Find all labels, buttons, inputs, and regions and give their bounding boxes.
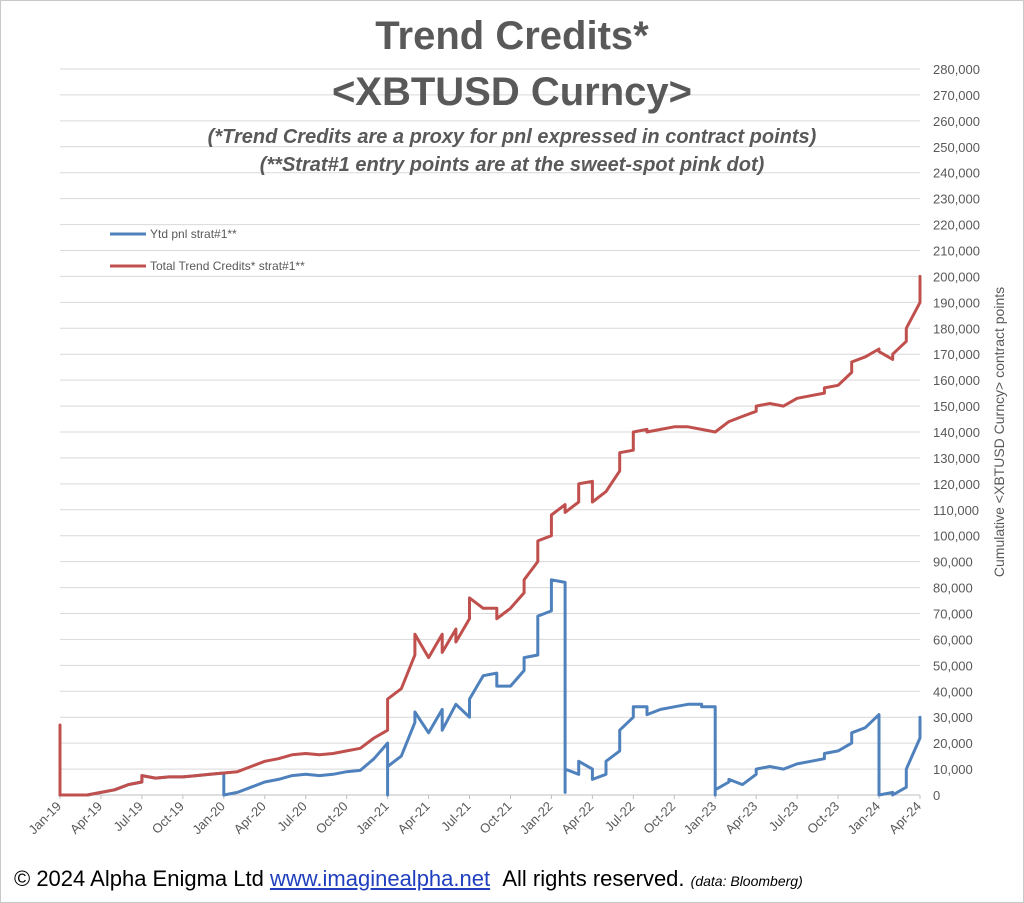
y-tick-label: 210,000: [933, 244, 980, 259]
chart-title-line1: Trend Credits*: [375, 14, 649, 58]
y-tick-label: 200,000: [933, 269, 980, 284]
total-trend-credits-line: [58, 274, 922, 797]
x-tick-label: Apr-22: [558, 799, 596, 837]
y-tick-label: 30,000: [933, 710, 973, 725]
footer-copyright: © 2024 Alpha Enigma Ltd: [14, 866, 264, 891]
y-tick-label: 0: [933, 788, 940, 803]
chart-subtitle-line1: (*Trend Credits are a proxy for pnl expr…: [207, 126, 817, 148]
x-tick-label: Oct-23: [804, 799, 842, 837]
y-tick-label: 50,000: [933, 658, 973, 673]
y-tick-label: 140,000: [933, 425, 980, 440]
chart-title-line2: <XBTUSD Curncy>: [331, 70, 693, 114]
footer-rights: All rights reserved: [502, 866, 679, 891]
y-tick-label: 110,000: [933, 503, 979, 518]
axes: 0 10,000 20,000 30,000 40,000 50,000 60,000 70,…: [25, 62, 980, 837]
x-tick-label: Jan-20: [189, 799, 228, 838]
x-tick-label: Jul-19: [110, 799, 146, 835]
y-tick-label: 260,000: [933, 114, 980, 129]
x-tick-label: Oct-21: [476, 799, 514, 837]
x-tick-label: Oct-19: [149, 799, 187, 837]
y-tick-label: 240,000: [933, 166, 980, 181]
y-tick-label: 220,000: [933, 218, 980, 233]
footer-dot: .: [678, 866, 685, 891]
y-tick-label: 90,000: [933, 555, 973, 570]
y-axis-label: Cumulative <XBTUSD Curncy> contract poin…: [991, 287, 1007, 577]
x-tick-label: Jan-19: [25, 799, 64, 838]
y-tick-label: 170,000: [933, 347, 980, 362]
x-tick-label: Apr-21: [394, 799, 432, 837]
x-tick-label: Jul-21: [438, 799, 474, 835]
y-tick-label: 250,000: [933, 140, 980, 155]
y-tick-label: 190,000: [933, 295, 980, 310]
x-tick-label: Jul-22: [602, 799, 638, 835]
x-tick-label: Apr-20: [231, 799, 269, 837]
y-tick-label: 80,000: [933, 581, 973, 596]
legend: Ytd pnl strat#1** Total Trend Credits* st…: [110, 227, 305, 273]
x-tick-label: Jul-23: [766, 799, 802, 835]
y-tick-label: 60,000: [933, 632, 973, 647]
x-tick-label: Apr-24: [886, 799, 924, 837]
y-tick-label: 100,000: [933, 529, 980, 544]
y-tick-label: 20,000: [933, 736, 973, 751]
legend-label: Total Trend Credits* strat#1**: [150, 259, 305, 273]
y-tick-label: 270,000: [933, 88, 980, 103]
y-tick-label: 130,000: [933, 451, 980, 466]
x-tick-label: Apr-19: [67, 799, 105, 837]
x-tick-label: Apr-23: [722, 799, 760, 837]
chart-subtitle-line2: (**Strat#1 entry points are at the sweet…: [259, 154, 765, 176]
footer: © 2024 Alpha Enigma Ltd www.imaginealpha…: [14, 866, 803, 892]
x-tick-label: Oct-20: [313, 799, 351, 837]
y-tick-label: 10,000: [933, 762, 973, 777]
series-lines: [58, 274, 922, 797]
x-tick-label: Jan-22: [517, 799, 556, 838]
footer-data-source: (data: Bloomberg): [690, 873, 803, 889]
x-tick-label: Jul-20: [274, 799, 310, 835]
gridlines: [60, 68, 920, 770]
y-tick-label: 150,000: [933, 399, 980, 414]
ytd-pnl-line: [58, 578, 922, 797]
y-tick-label: 230,000: [933, 192, 980, 207]
y-tick-label: 180,000: [933, 321, 980, 336]
footer-website-link[interactable]: www.imaginealpha.net: [269, 866, 491, 891]
y-tick-label: 40,000: [933, 684, 973, 699]
y-tick-label: 160,000: [933, 373, 980, 388]
x-tick-label: Jan-21: [353, 799, 392, 838]
legend-label: Ytd pnl strat#1**: [150, 227, 237, 241]
y-tick-label: 120,000: [933, 477, 980, 492]
x-tick-label: Jan-23: [681, 799, 720, 838]
x-tick-label: Oct-22: [640, 799, 678, 837]
y-tick-label: 280,000: [933, 62, 980, 77]
x-tick-label: Jan-24: [844, 799, 883, 838]
y-tick-label: 70,000: [933, 607, 973, 622]
